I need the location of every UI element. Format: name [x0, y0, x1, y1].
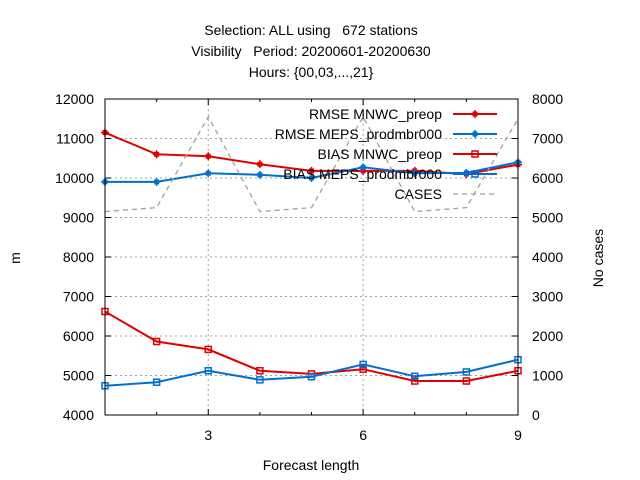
y-tick-label: 4000 [63, 407, 94, 423]
y2-tick-label: 3000 [532, 289, 563, 305]
data-point [256, 376, 264, 384]
legend-label: BIAS MEPS_prodmbr000 [283, 166, 442, 182]
legend-label: RMSE MNWC_preop [309, 106, 442, 122]
y2-tick-label: 5000 [532, 210, 563, 226]
data-point [462, 368, 471, 376]
axes: 4000 5000 6000 7000 8000 9000 10000 11000 12000 0… [55, 91, 563, 443]
x-tick-label: 6 [359, 427, 367, 443]
y-tick-label: 7000 [63, 289, 94, 305]
data-point [204, 345, 212, 354]
series-line [104, 358, 519, 387]
series-lines [101, 115, 522, 390]
data-point [359, 360, 367, 369]
legend-marker [471, 150, 479, 158]
series-bias-meps-prodmbr000 [101, 355, 522, 390]
grid [105, 99, 518, 415]
y-tick-label: 10000 [55, 170, 94, 186]
data-point [256, 367, 264, 375]
y-tick-label: 6000 [63, 328, 94, 344]
title-line: Selection: ALL using 672 stations [204, 22, 418, 38]
data-point [411, 372, 419, 381]
x-tick-label: 3 [204, 427, 212, 443]
data-point [152, 337, 161, 346]
title-line: Visibility Period: 20200601-20200630 [191, 43, 431, 59]
y2-tick-label: 0 [532, 407, 540, 423]
y-axis-label: m [7, 252, 23, 264]
legend-marker [471, 170, 479, 178]
chart-title: Selection: ALL using 672 stations Visibil… [191, 22, 431, 80]
series-cases [104, 115, 519, 213]
y2-tick-label: 1000 [532, 368, 563, 384]
y-tick-label: 11000 [56, 131, 94, 147]
y2-axis-label: No cases [590, 229, 606, 287]
data-point [152, 378, 161, 386]
y-tick-label: 9000 [63, 210, 94, 226]
y-tick-label: 12000 [55, 91, 94, 107]
y-tick-label: 8000 [63, 249, 94, 265]
y2-tick-label: 7000 [532, 131, 563, 147]
x-tick-label: 9 [514, 427, 522, 443]
y2-tick-label: 4000 [532, 249, 563, 265]
y2-tick-label: 6000 [532, 170, 563, 186]
data-point [359, 365, 367, 373]
legend: RMSE MNWC_preop RMSE MEPS_prodmbr000 BIAS … [275, 106, 497, 202]
data-point [462, 377, 471, 385]
series-line [104, 115, 519, 213]
data-point [204, 367, 212, 375]
legend-label: RMSE MEPS_prodmbr000 [275, 126, 443, 142]
legend-label: CASES [395, 186, 442, 202]
y-tick-label: 5000 [63, 368, 94, 384]
legend-label: BIAS MNWC_preop [318, 146, 443, 162]
x-axis-label: Forecast length [263, 457, 360, 473]
data-point [307, 372, 316, 381]
data-point [411, 377, 419, 385]
y2-tick-label: 8000 [532, 91, 563, 107]
title-line: Hours: {00,03,...,21} [249, 64, 374, 80]
y2-tick-label: 2000 [532, 328, 563, 344]
